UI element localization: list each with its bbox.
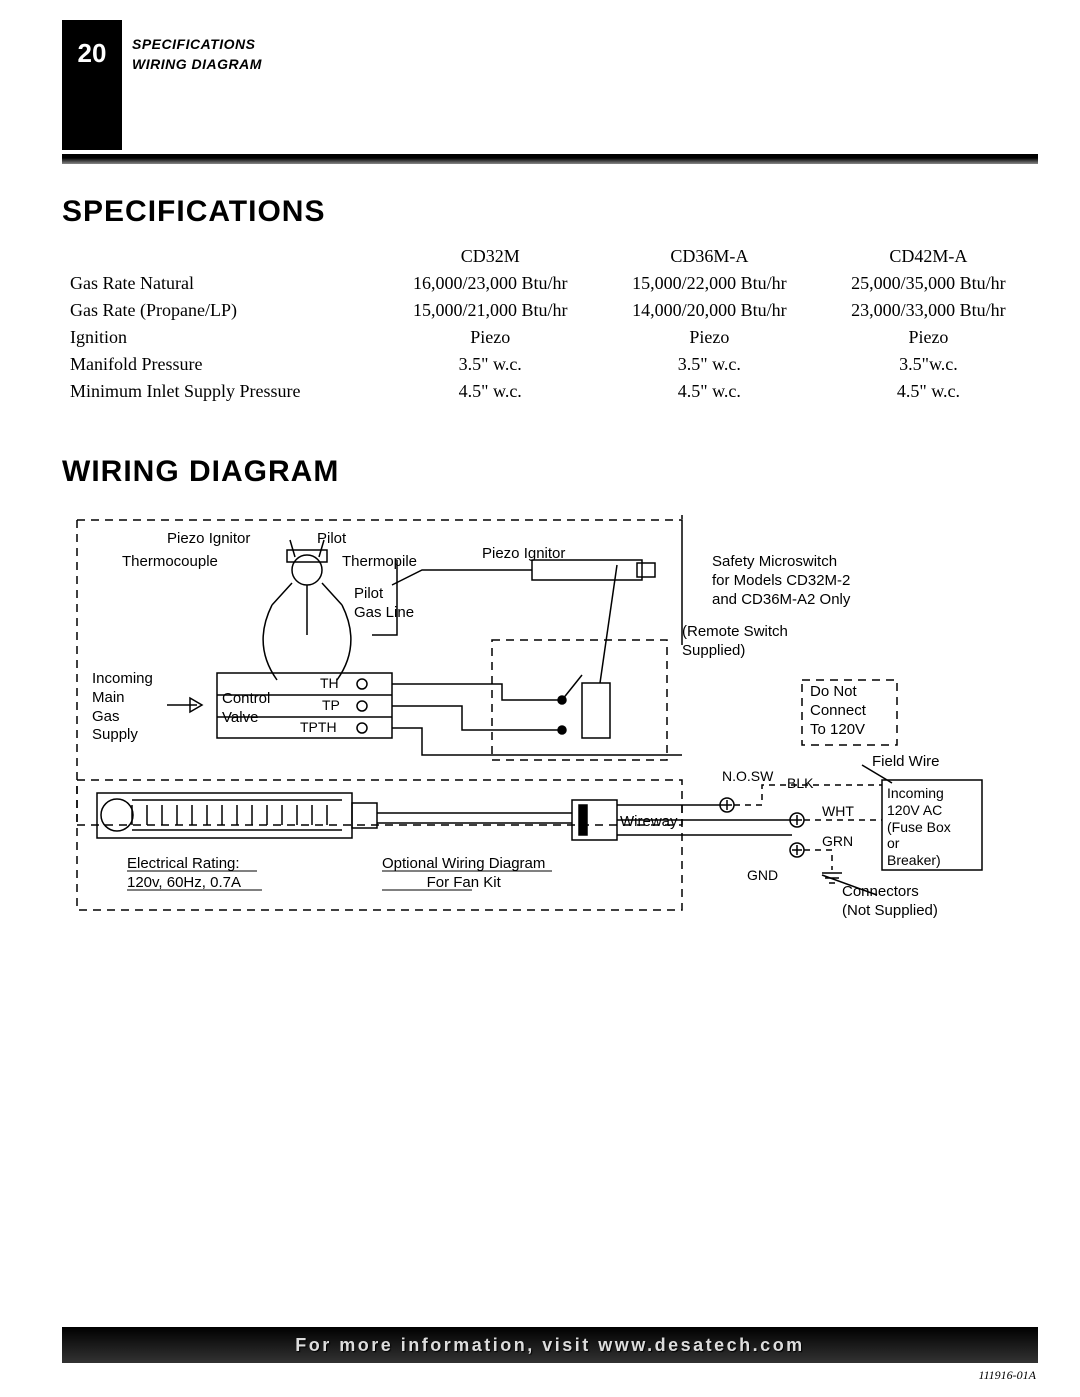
page-content: SPECIFICATIONS CD32M CD36M-A CD42M-A Gas… xyxy=(62,195,1038,955)
table-row: Gas Rate (Propane/LP) 15,000/21,000 Btu/… xyxy=(62,297,1038,324)
cell: 14,000/20,000 Btu/hr xyxy=(600,297,819,324)
col-header: CD32M xyxy=(381,243,600,270)
row-label: Gas Rate Natural xyxy=(62,270,381,297)
specifications-table: CD32M CD36M-A CD42M-A Gas Rate Natural 1… xyxy=(62,243,1038,405)
table-row: Ignition Piezo Piezo Piezo xyxy=(62,324,1038,351)
row-label: Gas Rate (Propane/LP) xyxy=(62,297,381,324)
cell: Piezo xyxy=(819,324,1038,351)
table-row: Gas Rate Natural 16,000/23,000 Btu/hr 15… xyxy=(62,270,1038,297)
tab-title-2: WIRING DIAGRAM xyxy=(132,55,262,75)
footer-text: For more information, visit www.desatech… xyxy=(295,1335,804,1356)
specifications-heading: SPECIFICATIONS xyxy=(62,195,1038,229)
cell: 15,000/21,000 Btu/hr xyxy=(381,297,600,324)
page-tab: 20 xyxy=(62,20,122,150)
cell: Piezo xyxy=(381,324,600,351)
top-divider xyxy=(62,154,1038,164)
row-label: Minimum Inlet Supply Pressure xyxy=(62,378,381,405)
cell: 4.5" w.c. xyxy=(381,378,600,405)
col-header: CD42M-A xyxy=(819,243,1038,270)
wiring-section: WIRING DIAGRAM xyxy=(62,455,1038,955)
document-id: 111916-01A xyxy=(978,1368,1036,1383)
tab-title-1: SPECIFICATIONS xyxy=(132,35,262,55)
cell: 3.5" w.c. xyxy=(600,351,819,378)
cell: 4.5" w.c. xyxy=(819,378,1038,405)
table-row: Minimum Inlet Supply Pressure 4.5" w.c. … xyxy=(62,378,1038,405)
cell: 16,000/23,000 Btu/hr xyxy=(381,270,600,297)
page-number: 20 xyxy=(78,38,107,69)
cell: 3.5" w.c. xyxy=(381,351,600,378)
table-header-row: CD32M CD36M-A CD42M-A xyxy=(62,243,1038,270)
row-label: Manifold Pressure xyxy=(62,351,381,378)
footer-bar: For more information, visit www.desatech… xyxy=(62,1327,1038,1363)
row-label: Ignition xyxy=(62,324,381,351)
tab-titles: SPECIFICATIONS WIRING DIAGRAM xyxy=(132,35,262,74)
cell: 3.5"w.c. xyxy=(819,351,1038,378)
cell: 25,000/35,000 Btu/hr xyxy=(819,270,1038,297)
table-row: Manifold Pressure 3.5" w.c. 3.5" w.c. 3.… xyxy=(62,351,1038,378)
cell: 23,000/33,000 Btu/hr xyxy=(819,297,1038,324)
cell: 4.5" w.c. xyxy=(600,378,819,405)
wiring-heading: WIRING DIAGRAM xyxy=(62,455,1038,489)
cell: Piezo xyxy=(600,324,819,351)
col-header: CD36M-A xyxy=(600,243,819,270)
cell: 15,000/22,000 Btu/hr xyxy=(600,270,819,297)
wiring-diagram: Piezo Ignitor Pilot Thermocouple Thermop… xyxy=(62,505,1022,955)
